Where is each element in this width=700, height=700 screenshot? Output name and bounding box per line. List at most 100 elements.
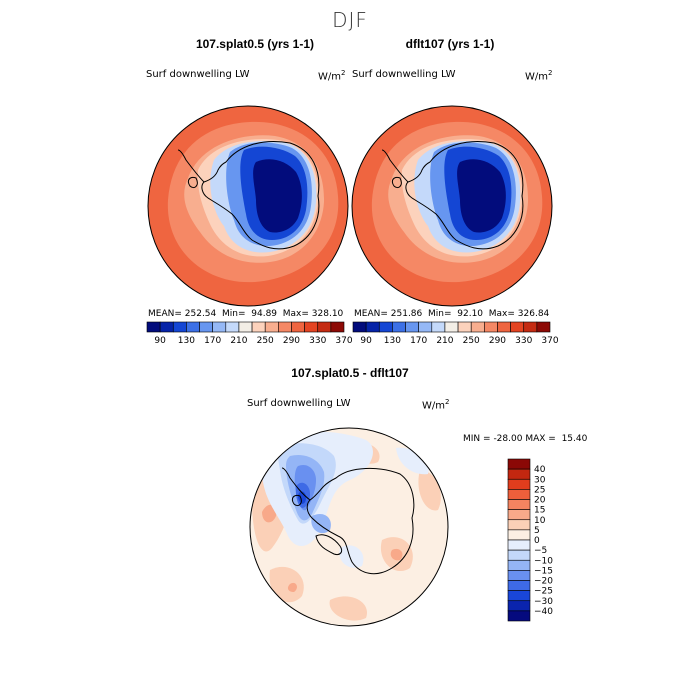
colorbar-level-label: 20 — [534, 496, 546, 506]
field-level-neg5 — [339, 545, 364, 568]
colorbar-tick-label: 330 — [309, 336, 326, 346]
colorbar-swatch — [507, 610, 531, 622]
colorbar-swatch — [304, 321, 319, 333]
peninsula-control — [381, 149, 409, 189]
colorbar-swatch — [507, 539, 531, 551]
colorbar-swatch — [431, 321, 446, 333]
panel-title-model: 107.splat0.5 (yrs 1-1) — [195, 37, 315, 51]
figure-title: DJF — [332, 8, 368, 32]
colorbar-swatch — [457, 321, 472, 333]
field-level-5 — [269, 566, 304, 603]
map-difference — [249, 427, 449, 627]
colorbar-level-label: −5 — [534, 546, 547, 556]
colorbar-swatch — [507, 529, 531, 541]
colorbar-swatch — [523, 321, 538, 333]
colorbar-swatch — [264, 321, 279, 333]
field-level-10 — [287, 582, 297, 592]
colorbar-tick-label: 210 — [230, 336, 247, 346]
negative-patches — [262, 431, 429, 568]
colorbar-swatch — [507, 499, 531, 510]
colorbar-level-label: −10 — [534, 556, 553, 566]
colorbar-tick-label: 370 — [541, 336, 558, 346]
units-label-difference: W/m2 — [422, 398, 450, 412]
colorbar-tick-label: 330 — [515, 336, 532, 346]
stats-control: MEAN= 251.86 Min= 92.10 Max= 326.84 — [354, 309, 550, 319]
colorbar-swatch — [225, 321, 240, 333]
colorbar-swatch — [510, 321, 525, 333]
field-level-10 — [390, 548, 403, 561]
colorbar-swatch — [444, 321, 459, 333]
colorbar-level-label: 10 — [534, 516, 546, 526]
colorbar-tick-label: 130 — [178, 336, 195, 346]
colorbar-swatch — [507, 478, 531, 490]
map-boundary-difference — [249, 427, 449, 627]
colorbar-level-label: −20 — [534, 577, 553, 587]
colorbar-tick-label: 370 — [335, 336, 352, 346]
colorbar-tick-label: 170 — [410, 336, 427, 346]
colorbar-tick-label: 130 — [384, 336, 401, 346]
colorbar-swatch — [392, 321, 406, 333]
variable-label-control: Surf downwelling LW — [352, 69, 456, 80]
map-model — [147, 105, 349, 307]
colorbar-swatch — [365, 321, 380, 333]
ice-shelf-difference — [315, 534, 343, 555]
variable-label-difference: Surf downwelling LW — [247, 398, 351, 409]
colorbar-tick-label: 290 — [283, 336, 300, 346]
colorbar-level-label: 30 — [534, 475, 546, 485]
colorbar-tick-label: 170 — [204, 336, 221, 346]
colorbar-level-label: −15 — [534, 566, 553, 576]
colorbar-swatch — [330, 321, 345, 333]
colorbar-swatch — [507, 549, 531, 561]
colorbar-swatch — [418, 321, 433, 333]
map-boundary-model — [147, 105, 349, 307]
colorbar-swatch — [470, 321, 485, 333]
colorbar-swatch — [507, 489, 531, 500]
colorbar-swatch — [507, 509, 531, 521]
colorbar-level-label: 5 — [534, 526, 540, 536]
colorbar-swatch — [378, 321, 393, 333]
field-level-90 — [253, 159, 302, 233]
colorbar-swatch — [238, 321, 253, 333]
coastline-difference — [306, 467, 415, 575]
colorbar-tick-label: 290 — [489, 336, 506, 346]
field-level-neg5 — [396, 447, 429, 475]
field-level-90 — [457, 159, 506, 233]
colorbar-swatch — [172, 321, 187, 333]
colorbar-level-label: 40 — [534, 465, 546, 475]
colorbar-swatch — [251, 321, 266, 333]
colorbar-swatch — [507, 458, 531, 470]
colorbar-swatch — [507, 559, 531, 571]
units-label-control: W/m2 — [525, 69, 553, 83]
stats-difference: MIN = -28.00 MAX = 15.40 — [463, 434, 588, 444]
colorbar-control: 90 130 170 210 250 290 330 370 — [352, 321, 559, 346]
field-level-10 — [262, 504, 277, 523]
field-level-5 — [418, 470, 441, 511]
colorbar-level-label: 15 — [534, 506, 545, 516]
colorbar-swatch — [291, 321, 305, 333]
colorbar-swatch — [536, 321, 551, 333]
colorbar-swatch — [186, 321, 200, 333]
colorbar-tick-label: 210 — [436, 336, 453, 346]
colorbar-swatch — [484, 321, 498, 333]
colorbar-swatch — [159, 321, 174, 333]
peninsula-difference — [281, 467, 311, 507]
panel-title-control: dflt107 (yrs 1-1) — [405, 37, 495, 51]
colorbar-swatch — [199, 321, 213, 333]
field-level-5 — [329, 596, 368, 621]
colorbar-swatch — [278, 321, 292, 333]
colorbar-swatch — [507, 590, 531, 602]
colorbar-level-label: −40 — [534, 607, 553, 617]
peninsula-model — [177, 149, 205, 189]
colorbar-level-label: −30 — [534, 597, 553, 607]
coastline-model — [201, 141, 320, 250]
colorbar-tick-label: 250 — [257, 336, 274, 346]
units-label-model: W/m2 — [318, 69, 346, 83]
variable-label-model: Surf downwelling LW — [146, 69, 250, 80]
colorbar-level-label: −25 — [534, 587, 553, 597]
colorbar-tick-label: 90 — [360, 336, 372, 346]
colorbar-swatch — [405, 321, 419, 333]
colorbar-swatch — [497, 321, 511, 333]
colorbar-level-label: 0 — [534, 536, 540, 546]
